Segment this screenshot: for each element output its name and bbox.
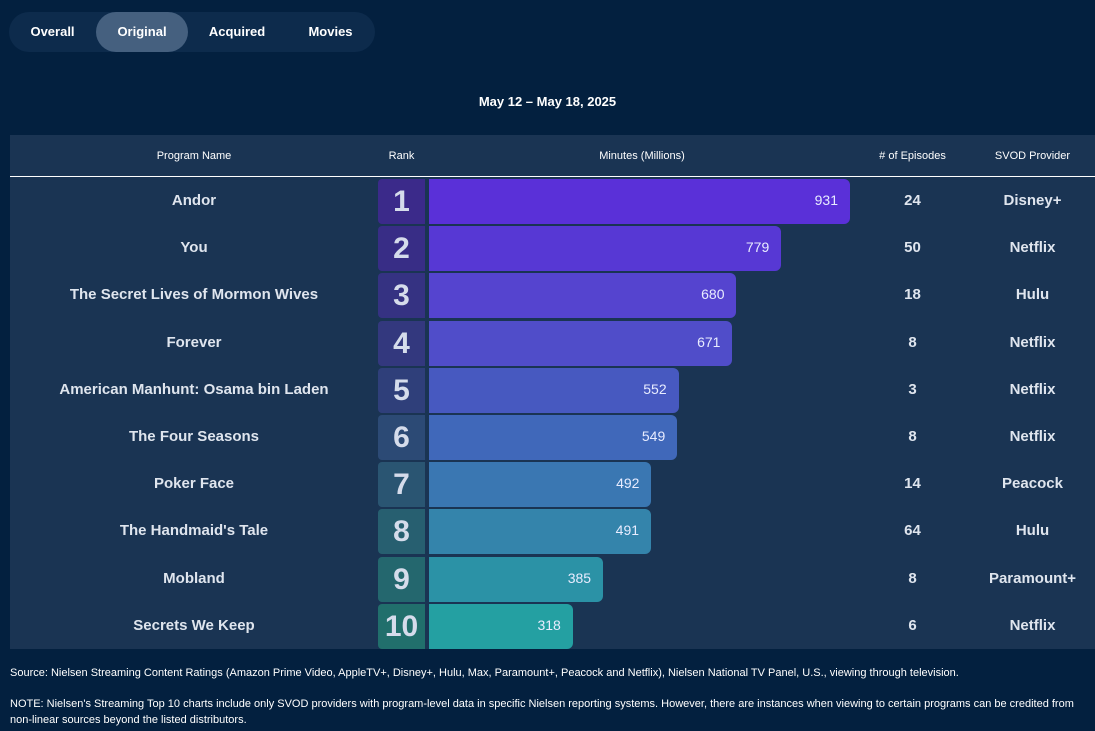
rank-badge: 3 [378, 273, 425, 319]
header-episodes: # of Episodes [879, 150, 946, 162]
svod-provider: Hulu [1015, 522, 1050, 540]
minutes-bar [429, 179, 850, 224]
svod-provider: Netflix [1009, 333, 1056, 351]
svod-provider: Netflix [1009, 380, 1056, 398]
table-row: The Handmaid's Tale 8 491 64 Hulu [10, 508, 1095, 555]
minutes-bar [429, 273, 737, 319]
program-name: Secrets We Keep [133, 616, 255, 634]
table-row: Mobland 9 385 8 Paramount+ [10, 556, 1095, 603]
category-tabs: Overall Original Acquired Movies [9, 12, 375, 52]
table-row: Poker Face 7 492 14 Peacock [10, 461, 1095, 508]
minutes-value: 671 [697, 333, 721, 350]
program-name: Forever [166, 333, 222, 351]
program-name: The Four Seasons [128, 428, 260, 445]
minutes-bar [429, 320, 733, 366]
rank-badge: 7 [378, 462, 425, 508]
table-row: The Secret Lives of Mormon Wives 3 680 18 Hu… [10, 272, 1095, 319]
table-row: Secrets We Keep 10 318 6 Netflix [10, 603, 1095, 650]
minutes-bar [429, 226, 782, 272]
minutes-value: 491 [615, 522, 640, 539]
tab-movies[interactable]: Movies [308, 24, 353, 39]
rank-badge: 9 [378, 556, 425, 602]
minutes-value: 318 [537, 616, 561, 633]
source-note: Source: Nielsen Streaming Content Rating… [10, 667, 959, 679]
rank-badge: 2 [378, 226, 425, 272]
svod-provider: Netflix [1009, 428, 1056, 445]
svod-provider: Hulu [1015, 286, 1050, 304]
minutes-bar [429, 415, 678, 460]
tab-overall[interactable]: Overall [30, 24, 75, 39]
program-name: American Manhunt: Osama bin Laden [59, 380, 329, 398]
minutes-value: 492 [616, 475, 640, 492]
svod-provider: Disney+ [1003, 192, 1062, 209]
rank-badge: 1 [378, 179, 425, 224]
episodes-count: 8 [908, 333, 917, 351]
header-rank: Rank [388, 150, 415, 162]
minutes-value: 549 [641, 428, 666, 444]
program-name: You [180, 239, 208, 257]
program-name: The Handmaid's Tale [119, 522, 269, 540]
episodes-count: 8 [908, 428, 917, 445]
episodes-count: 14 [904, 475, 921, 493]
episodes-count: 3 [908, 380, 917, 398]
rank-badge: 10 [378, 603, 425, 649]
program-name: Andor [171, 192, 217, 209]
episodes-count: 24 [904, 192, 921, 209]
table-row: Forever 4 671 8 Netflix [10, 320, 1095, 367]
minutes-bar [429, 367, 679, 413]
rank-badge: 8 [378, 509, 425, 555]
minutes-bar [429, 509, 652, 555]
tab-acquired[interactable]: Acquired [208, 24, 266, 39]
episodes-count: 6 [908, 616, 917, 634]
header-svod-provider: SVOD Provider [994, 150, 1071, 162]
episodes-count: 64 [904, 522, 921, 540]
minutes-value: 552 [643, 380, 667, 397]
rank-badge: 6 [378, 415, 425, 460]
table-header: Program Name Rank Minutes (Millions) # o… [10, 135, 1095, 177]
header-minutes: Minutes (Millions) [599, 150, 685, 162]
program-name: Mobland [163, 569, 225, 587]
table-row: Andor 1 931 24 Disney+ [10, 178, 1095, 225]
svod-provider: Peacock [1002, 475, 1063, 493]
episodes-count: 50 [904, 239, 921, 257]
minutes-bar [429, 603, 573, 649]
minutes-value: 385 [567, 569, 592, 586]
table-row: You 2 779 50 Netflix [10, 225, 1095, 272]
minutes-value: 931 [814, 192, 838, 208]
minutes-value: 680 [701, 286, 725, 303]
rank-badge: 4 [378, 320, 425, 366]
program-name: The Secret Lives of Mormon Wives [69, 286, 319, 304]
svod-provider: Netflix [1009, 616, 1056, 634]
top10-table: Program Name Rank Minutes (Millions) # o… [10, 135, 1095, 649]
minutes-bar [429, 556, 604, 602]
svod-provider: Netflix [1009, 239, 1056, 257]
table-row: American Manhunt: Osama bin Laden 5 552 3 Ne… [10, 367, 1095, 414]
tab-original[interactable]: Original [96, 12, 188, 52]
table-row: The Four Seasons 6 549 8 Netflix [10, 414, 1095, 461]
episodes-count: 18 [904, 286, 921, 304]
disclaimer-note: NOTE: Nielsen's Streaming Top 10 charts … [10, 698, 1074, 726]
header-program-name: Program Name [156, 150, 232, 162]
date-range: May 12 – May 18, 2025 [478, 94, 617, 109]
rank-badge: 5 [378, 367, 425, 413]
svod-provider: Paramount+ [988, 569, 1077, 587]
program-name: Poker Face [153, 475, 235, 493]
episodes-count: 8 [908, 569, 917, 587]
minutes-bar [429, 462, 652, 508]
minutes-value: 779 [745, 239, 770, 256]
